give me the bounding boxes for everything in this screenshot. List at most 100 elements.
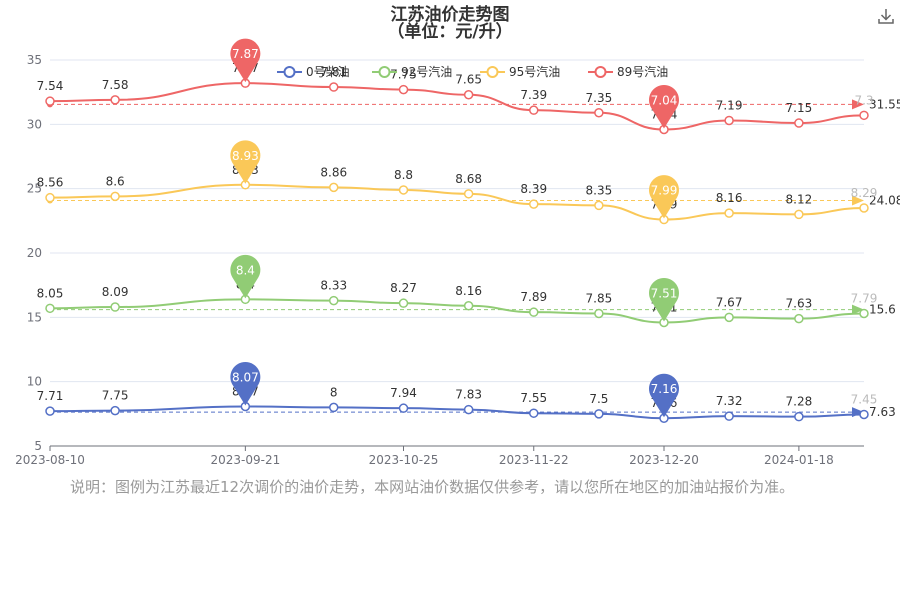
y-tick-label: 5 (34, 439, 42, 453)
chart-note: 说明：图例为江苏最近12次调价的油价走势，本网站油价数据仅供参考，请以您所在地区… (70, 478, 795, 496)
data-point (594, 108, 604, 118)
data-point (463, 89, 474, 100)
data-label: 8.12 (786, 192, 813, 206)
data-point (328, 82, 339, 92)
data-label: 8.35 (586, 183, 613, 197)
data-point (724, 312, 734, 323)
legend-marker (378, 66, 391, 78)
legend-label: 89号汽油 (617, 64, 668, 79)
download-icon[interactable] (876, 6, 896, 26)
data-point (463, 404, 474, 415)
data-point (110, 405, 120, 416)
legend-label: 0号柴油 (306, 65, 350, 79)
min-marker (648, 373, 679, 418)
data-label: 7.19 (716, 98, 743, 112)
max-marker-label: 8.07 (232, 370, 259, 384)
data-point (859, 409, 869, 420)
data-label: 7.67 (716, 295, 743, 309)
data-label: 8 (330, 385, 338, 399)
average-label: 7.63 (869, 405, 896, 419)
data-label: 7.63 (786, 297, 813, 311)
data-label: 7.55 (520, 391, 547, 405)
data-label: 8.29 (851, 186, 878, 200)
data-point (859, 203, 869, 213)
data-label: 7.94 (390, 386, 417, 400)
data-point (594, 200, 604, 211)
data-point (594, 308, 604, 319)
data-point (328, 182, 339, 193)
data-label: 7.58 (102, 78, 129, 92)
data-label: 7.81 (320, 65, 347, 79)
data-label: 8.39 (520, 182, 547, 196)
data-label: 7.89 (520, 290, 547, 304)
data-point (45, 303, 55, 314)
data-label: 7.28 (786, 395, 813, 409)
max-marker (230, 254, 261, 299)
legend-marker (594, 66, 607, 78)
data-label: 8.6 (106, 174, 125, 188)
max-marker (230, 38, 261, 83)
x-tick-label: 2023-11-22 (499, 453, 569, 467)
data-point (528, 105, 539, 115)
data-point (794, 313, 804, 324)
data-point (794, 118, 804, 128)
legend-marker (283, 66, 296, 78)
data-point (398, 84, 409, 95)
data-label: 8.86 (320, 165, 347, 179)
data-point (724, 411, 734, 421)
data-point (328, 402, 339, 413)
data-point (859, 308, 869, 319)
min-marker-label: 7.99 (651, 184, 678, 198)
data-point (594, 409, 604, 419)
data-point (794, 209, 804, 220)
data-label: 7.39 (520, 88, 547, 102)
data-label: 8.68 (455, 172, 482, 186)
data-point (398, 403, 409, 413)
data-label: 7.79 (851, 291, 878, 305)
data-point (45, 192, 55, 203)
x-tick-label: 2023-12-20 (629, 453, 699, 467)
data-label: 7.65 (455, 73, 482, 87)
max-marker-label: 8.93 (232, 149, 259, 163)
data-label: 7.85 (586, 291, 613, 305)
data-label: 7.54 (37, 79, 64, 93)
data-point (398, 298, 409, 308)
y-tick-label: 25 (27, 182, 42, 196)
data-label: 7.83 (455, 388, 482, 402)
y-tick-label: 10 (27, 375, 42, 389)
data-label: 8.16 (455, 284, 482, 298)
data-point (528, 408, 539, 418)
x-tick-label: 2024-01-18 (764, 453, 834, 467)
x-tick-label: 2023-08-10 (15, 453, 85, 467)
data-point (110, 302, 120, 312)
average-arrow (852, 99, 864, 110)
data-label: 8.05 (37, 286, 64, 300)
average-label: 31.55 (869, 97, 900, 111)
min-marker (648, 277, 679, 322)
legend-label: 92号汽油 (401, 64, 452, 79)
data-label: 8.33 (320, 279, 347, 293)
data-label: 7.3 (854, 93, 873, 107)
x-tick-label: 2023-09-21 (210, 453, 280, 467)
data-point (398, 185, 409, 195)
max-marker (230, 140, 261, 184)
y-tick-label: 20 (27, 246, 42, 260)
data-point (45, 96, 55, 106)
min-marker-label: 7.51 (651, 286, 678, 300)
y-tick-label: 30 (27, 117, 42, 131)
max-marker-label: 7.87 (232, 47, 259, 61)
data-point (45, 406, 55, 416)
data-label: 7.71 (37, 389, 64, 403)
legend-marker (486, 66, 499, 78)
data-label: 7.15 (786, 101, 813, 115)
average-arrow (852, 195, 864, 206)
data-point (794, 411, 804, 422)
data-label: 8.56 (37, 176, 64, 190)
data-point (328, 295, 339, 306)
data-label: 8.16 (716, 191, 743, 205)
chart-title: 江苏油价走势图 (390, 5, 510, 25)
data-label: 8.09 (102, 285, 129, 299)
min-marker (648, 175, 679, 219)
data-point (528, 307, 539, 317)
